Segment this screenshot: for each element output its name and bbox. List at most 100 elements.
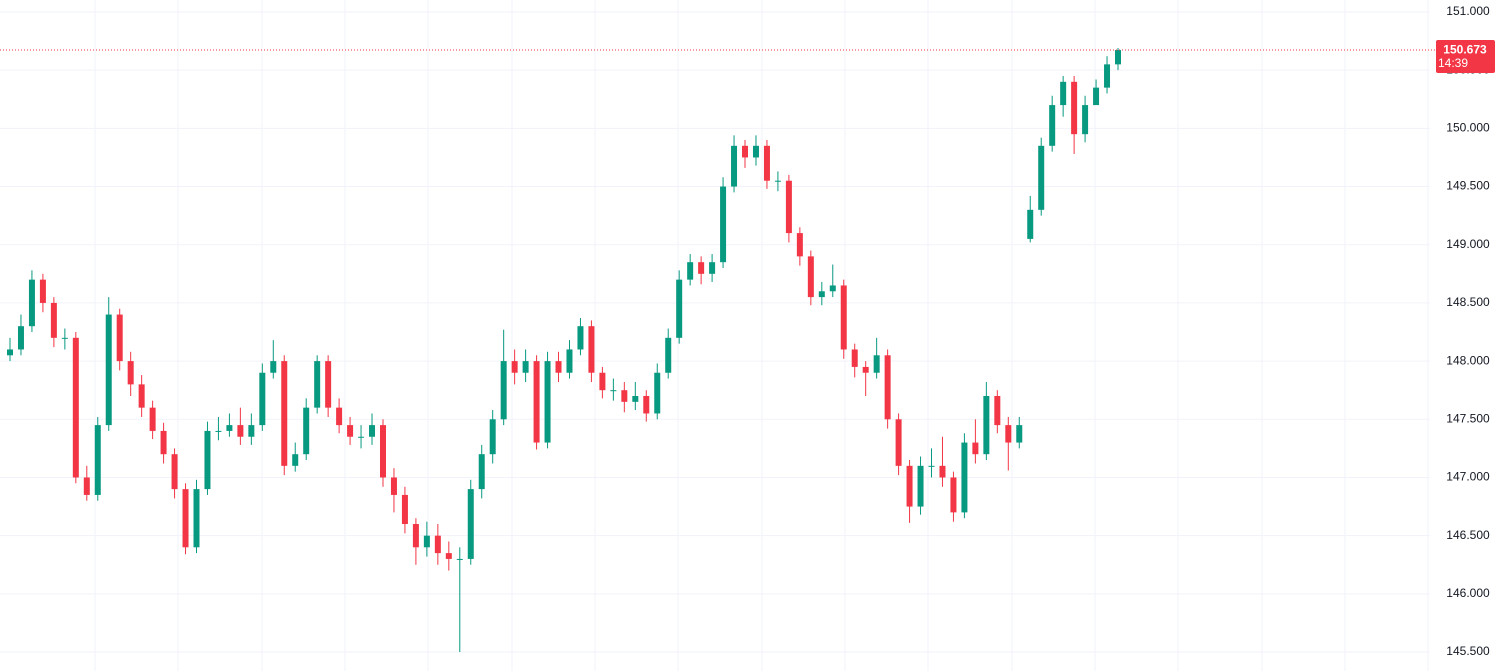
- candle-body: [149, 407, 156, 431]
- candle-body: [807, 256, 814, 298]
- candle-body: [621, 390, 628, 402]
- candle-body: [1027, 209, 1034, 239]
- candle-body: [1115, 50, 1121, 65]
- candle-body: [1049, 105, 1056, 146]
- candle-body: [709, 262, 716, 274]
- candle-body: [39, 279, 46, 303]
- candle-body: [467, 489, 474, 559]
- candle-body: [687, 262, 694, 280]
- candle-body: [665, 337, 672, 373]
- candle-body: [204, 430, 211, 490]
- candle-body: [720, 186, 727, 263]
- candles: [7, 48, 1121, 653]
- candle-body: [961, 442, 968, 513]
- candle-body: [588, 326, 595, 373]
- candle-body: [237, 425, 244, 437]
- y-tick-label: 148.000: [1446, 353, 1490, 367]
- candle-body: [303, 407, 310, 455]
- candle-body: [511, 361, 518, 373]
- candle-body: [215, 430, 222, 432]
- candle-body: [522, 361, 529, 373]
- candle-body: [577, 326, 584, 350]
- candle-body: [895, 419, 902, 466]
- candle-body: [939, 465, 946, 478]
- candle-body: [851, 349, 858, 367]
- candle-body: [873, 355, 880, 373]
- candle-body: [336, 407, 343, 426]
- candle-body: [884, 355, 891, 420]
- candle-body: [994, 396, 1001, 426]
- candle-body: [281, 361, 288, 466]
- candle-body: [28, 279, 35, 327]
- candle-body: [94, 425, 101, 495]
- candle-body: [742, 145, 749, 158]
- candle-body: [423, 535, 430, 548]
- candle-body: [610, 390, 617, 392]
- candle-body: [489, 419, 496, 455]
- candle-body: [566, 349, 573, 373]
- candle-body: [325, 361, 332, 408]
- candle-body: [972, 442, 979, 455]
- candle-body: [917, 465, 924, 507]
- candle-body: [763, 145, 770, 181]
- candle-body: [105, 314, 112, 426]
- candle-body: [796, 233, 803, 257]
- candle-body: [643, 396, 650, 414]
- y-tick-label: 148.500: [1446, 295, 1490, 309]
- countdown-label: 14:39: [1438, 56, 1468, 70]
- candle-body: [1005, 425, 1012, 443]
- candle-body: [1093, 87, 1100, 106]
- y-tick-label: 149.500: [1446, 179, 1490, 193]
- candle-body: [369, 425, 376, 437]
- candle-body: [358, 436, 365, 438]
- y-tick-label: 145.500: [1446, 644, 1490, 658]
- candle-body: [1082, 105, 1089, 135]
- candle-body: [862, 366, 869, 373]
- price-badge: [1436, 40, 1495, 74]
- vertical-grid: [94, 0, 1429, 671]
- candle-body: [599, 372, 606, 391]
- candle-body: [840, 285, 847, 350]
- candle-body: [72, 337, 79, 478]
- candle-body: [347, 425, 354, 437]
- candle-body: [7, 349, 13, 356]
- candle-body: [731, 145, 738, 187]
- candle-body: [752, 145, 759, 158]
- candle-body: [632, 396, 639, 402]
- candle-body: [160, 430, 167, 455]
- last-price-label: 150.673: [1443, 43, 1487, 57]
- y-tick-label: 146.500: [1446, 528, 1490, 542]
- candle-body: [61, 337, 68, 339]
- candle-body: [401, 494, 408, 525]
- candle-body: [698, 262, 705, 274]
- candle-body: [456, 558, 463, 560]
- candle-body: [171, 454, 178, 490]
- candle-body: [654, 372, 661, 414]
- candle-body: [83, 477, 90, 495]
- candle-body: [1016, 425, 1023, 443]
- candle-body: [906, 465, 913, 507]
- candle-body: [390, 477, 397, 495]
- candle-body: [270, 361, 277, 373]
- candle-body: [774, 180, 781, 182]
- y-tick-label: 149.000: [1446, 237, 1490, 251]
- candle-body: [445, 553, 452, 559]
- y-tick-label: 147.000: [1446, 470, 1490, 484]
- candle-body: [829, 285, 836, 292]
- candle-body: [544, 361, 551, 443]
- candle-body: [676, 279, 683, 338]
- candle-body: [379, 425, 386, 478]
- candle-body: [314, 361, 321, 408]
- candle-body: [500, 361, 507, 420]
- candle-body: [226, 425, 233, 431]
- y-tick-label: 147.500: [1446, 411, 1490, 425]
- candle-body: [292, 454, 299, 466]
- candle-body: [17, 326, 24, 350]
- candle-body: [478, 454, 485, 490]
- candle-body: [785, 180, 792, 234]
- candle-body: [1038, 145, 1045, 210]
- candle-body: [412, 524, 419, 548]
- candle-body: [818, 291, 825, 298]
